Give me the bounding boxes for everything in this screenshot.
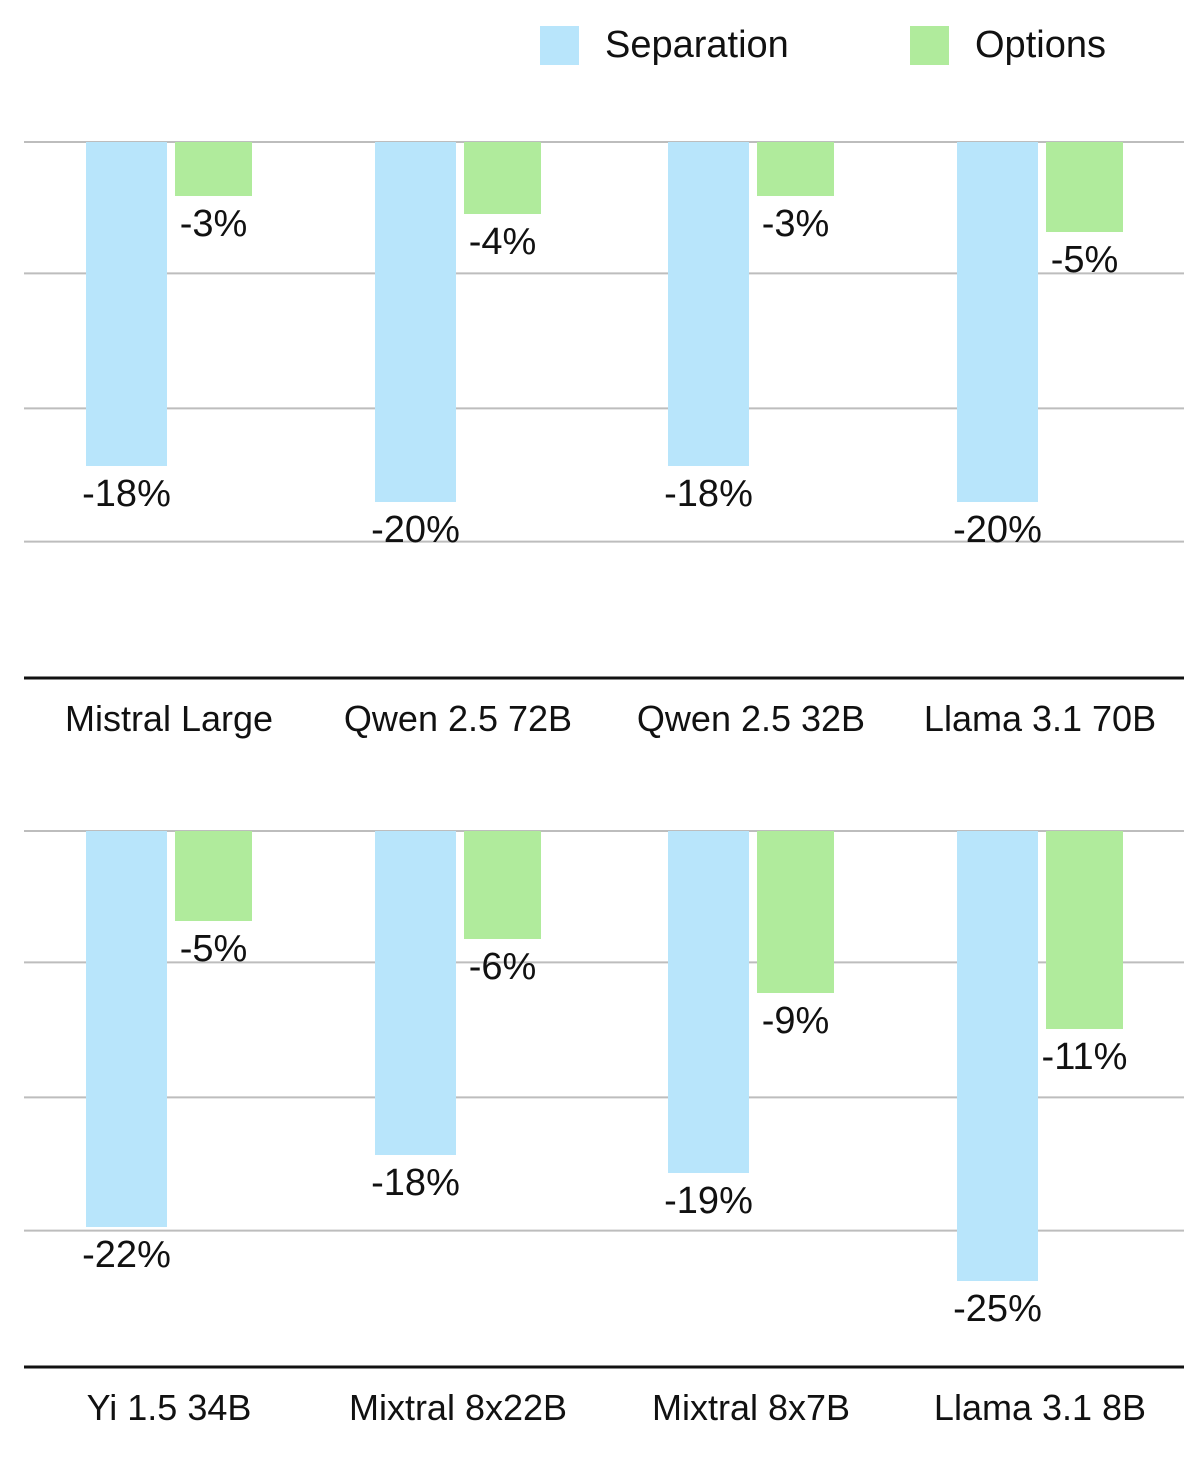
category-label-0-3: Llama 3.1 70B [924,698,1156,739]
bar-options-0-2 [757,142,834,196]
category-label-0-2: Qwen 2.5 32B [637,698,865,739]
data-label-options-1-1: -6% [469,946,537,988]
category-label-0-0: Mistral Large [65,698,273,739]
bar-options-1-0 [175,831,252,921]
bar-options-1-1 [464,831,541,939]
data-label-options-1-2: -9% [762,1000,830,1042]
data-label-separation-0-1: -20% [371,509,460,551]
data-label-separation-1-1: -18% [371,1162,460,1204]
data-label-options-0-3: -5% [1051,239,1119,281]
bar-options-1-3 [1046,831,1123,1029]
category-label-1-1: Mixtral 8x22B [349,1387,567,1428]
data-label-options-1-0: -5% [180,928,248,970]
bar-separation-1-1 [375,831,456,1155]
data-label-options-0-1: -4% [469,221,537,263]
bar-separation-0-0 [86,142,167,466]
legend-item-separation: Separation [540,20,789,70]
data-label-options-0-2: -3% [762,203,830,245]
data-label-separation-1-0: -22% [82,1234,171,1276]
bar-options-0-3 [1046,142,1123,232]
bar-separation-1-0 [86,831,167,1227]
data-label-separation-0-0: -18% [82,473,171,515]
bar-options-1-2 [757,831,834,993]
bar-separation-1-2 [668,831,749,1173]
legend-swatch-options [910,25,949,65]
category-label-1-0: Yi 1.5 34B [87,1387,252,1428]
legend-swatch-separation [540,25,579,65]
data-label-separation-1-3: -25% [953,1288,1042,1330]
category-label-1-2: Mixtral 8x7B [652,1387,850,1428]
bar-separation-0-3 [957,142,1038,502]
legend-label-separation: Separation [605,23,789,66]
bar-separation-0-1 [375,142,456,502]
category-label-1-3: Llama 3.1 8B [934,1387,1146,1428]
chart-legend: Separation Options [0,20,1200,70]
data-label-options-0-0: -3% [180,203,248,245]
data-label-separation-1-2: -19% [664,1180,753,1222]
bar-options-0-1 [464,142,541,214]
data-label-options-1-3: -11% [1042,1036,1128,1078]
category-label-0-1: Qwen 2.5 72B [344,698,572,739]
data-label-separation-0-3: -20% [953,509,1042,551]
legend-label-options: Options [975,23,1106,66]
bar-separation-1-3 [957,831,1038,1281]
bar-separation-0-2 [668,142,749,466]
bar-options-0-0 [175,142,252,196]
legend-item-options: Options [910,20,1106,70]
data-label-separation-0-2: -18% [664,473,753,515]
